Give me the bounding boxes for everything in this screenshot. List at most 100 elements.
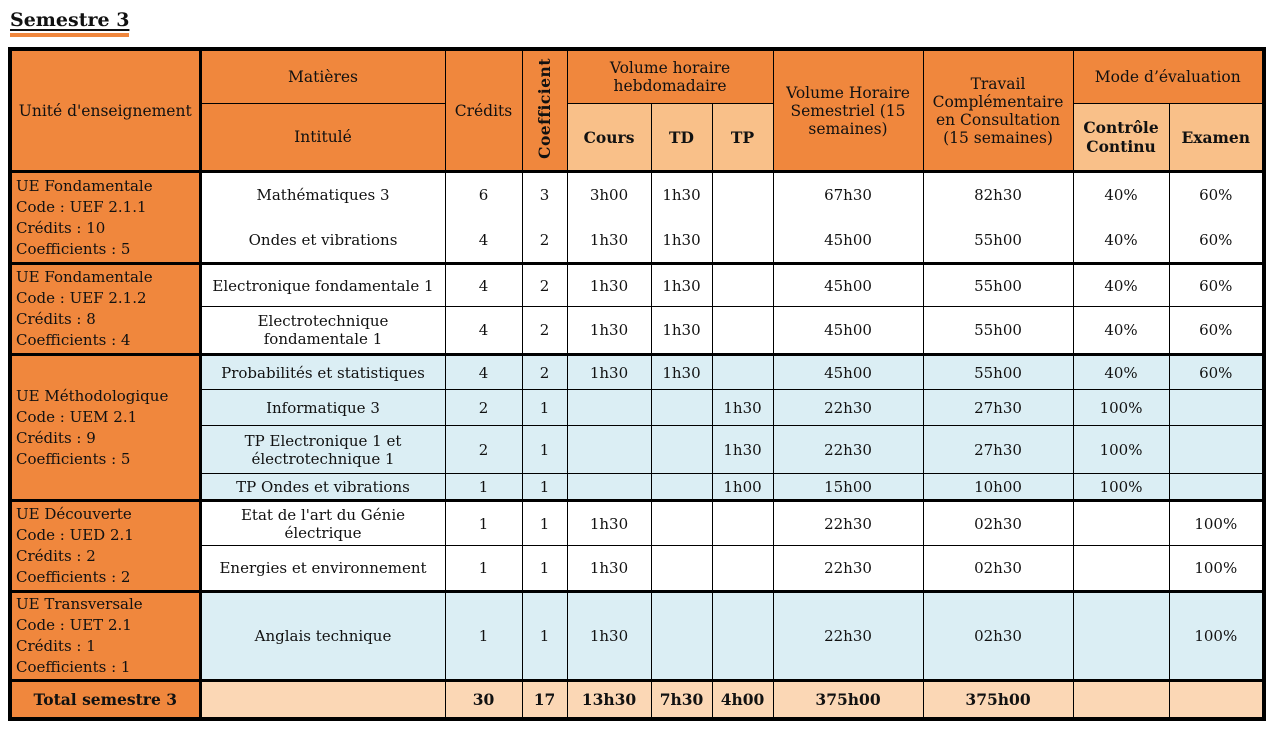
cell-controle-continu: 40% — [1072, 306, 1170, 356]
cell-vhs: 22h30 — [772, 499, 924, 547]
unit-cell: UE Découverte Code : UED 2.1 Crédits : 2… — [9, 499, 202, 593]
cell-tc: 27h30 — [922, 389, 1074, 427]
total-label: Total semestre 3 — [9, 679, 202, 720]
header-tp: TP — [711, 103, 774, 173]
cell-td: 1h30 — [650, 353, 713, 391]
cell-vhs: 22h30 — [772, 425, 924, 475]
table-row: Informatique 3 2 1 1h30 22h30 27h30 100% — [10, 389, 1265, 427]
header-unite: Unité d'enseignement — [9, 48, 202, 173]
cell-examen: 60% — [1168, 216, 1265, 265]
cell-coefficient: 1 — [521, 545, 568, 593]
table-row: UE Découverte Code : UED 2.1 Crédits : 2… — [9, 499, 1265, 593]
unit-line: Crédits : 1 — [16, 637, 96, 656]
cell-controle-continu — [1072, 499, 1170, 547]
cell-examen: 60% — [1168, 306, 1265, 356]
subject-name: TP Ondes et vibrations — [199, 473, 446, 502]
cell-cours — [566, 425, 652, 475]
total-row: Total semestre 3 30 17 13h30 7h30 4h00 3… — [9, 679, 1265, 720]
cell-controle-continu — [1072, 590, 1170, 682]
table-row: UE Fondamentale Code : UEF 2.1.1 Crédits… — [9, 170, 1265, 265]
cell-tp: 1h00 — [711, 473, 774, 502]
cell-coefficient: 1 — [521, 425, 568, 475]
cell-td: 1h30 — [650, 262, 713, 308]
unit-line: Crédits : 9 — [16, 428, 96, 447]
unit-line: UE Transversale — [16, 595, 143, 614]
cell-tc: 55h00 — [922, 353, 1074, 391]
cell-td: 1h30 — [650, 170, 713, 218]
cell-cours: 1h30 — [566, 216, 652, 265]
cell-tp — [711, 306, 774, 356]
unit-line: Coefficients : 2 — [16, 568, 131, 587]
cell-td — [650, 473, 713, 502]
cell-coefficient: 1 — [521, 499, 568, 547]
cell-td — [650, 389, 713, 427]
cell-controle-continu: 40% — [1072, 170, 1170, 218]
header-examen: Examen — [1168, 103, 1265, 173]
subject-name: TP Electronique 1 et électrotechnique 1 — [199, 425, 446, 475]
cell-controle-continu — [1072, 545, 1170, 593]
total-td: 7h30 — [650, 679, 713, 720]
cell-tp: 1h30 — [711, 389, 774, 427]
total-controle-continu — [1072, 679, 1170, 720]
header-coefficient-label: Coefficient — [535, 58, 554, 160]
cell-td — [650, 499, 713, 547]
cell-credits: 6 — [444, 170, 523, 218]
table-row: TP Electronique 1 et électrotechnique 1 … — [10, 425, 1265, 475]
cell-cours: 3h00 — [566, 170, 652, 218]
total-credits: 30 — [444, 679, 523, 720]
cell-cours — [566, 473, 652, 502]
cell-tp — [711, 590, 774, 682]
cell-tp — [711, 262, 774, 308]
table-row: Ondes et vibrations 4 2 1h30 1h30 45h00 … — [10, 216, 1265, 265]
cell-tc: 02h30 — [922, 499, 1074, 547]
subject-name: Mathématiques 3 — [199, 170, 446, 218]
header-volume-semestriel: Volume Horaire Semestriel (15 semaines) — [772, 48, 924, 173]
subject-name: Ondes et vibrations — [199, 216, 446, 265]
cell-vhs: 45h00 — [772, 262, 924, 308]
total-cours: 13h30 — [566, 679, 652, 720]
subject-name: Informatique 3 — [199, 389, 446, 427]
page-title: Semestre 3 — [10, 10, 130, 37]
table-row: UE Fondamentale Code : UEF 2.1.2 Crédits… — [9, 262, 1265, 356]
subject-name: Electrotechnique fondamentale 1 — [199, 306, 446, 356]
cell-tc: 82h30 — [922, 170, 1074, 218]
cell-coefficient: 3 — [521, 170, 568, 218]
cell-cours — [566, 389, 652, 427]
cell-controle-continu: 100% — [1072, 425, 1170, 475]
unit-line: Coefficients : 5 — [16, 449, 131, 468]
unit-cell: UE Fondamentale Code : UEF 2.1.1 Crédits… — [9, 170, 202, 265]
semester-table: Unité d'enseignement Matières Crédits Co… — [8, 46, 1267, 721]
cell-td: 1h30 — [650, 306, 713, 356]
header-travail-complementaire: Travail Complémentaire en Consultation (… — [922, 48, 1074, 173]
cell-td: 1h30 — [650, 216, 713, 265]
subject-name: Etat de l'art du Génie électrique — [199, 499, 446, 547]
cell-cours: 1h30 — [566, 590, 652, 682]
table-row: TP Ondes et vibrations 1 1 1h00 15h00 10… — [10, 473, 1265, 502]
cell-controle-continu: 40% — [1072, 216, 1170, 265]
cell-vhs: 45h00 — [772, 353, 924, 391]
cell-credits: 4 — [444, 262, 523, 308]
cell-examen — [1168, 425, 1265, 475]
unit-line: Coefficients : 1 — [16, 658, 131, 677]
cell-cours: 1h30 — [566, 545, 652, 593]
cell-examen: 60% — [1168, 353, 1265, 391]
cell-vhs: 22h30 — [772, 545, 924, 593]
cell-vhs: 67h30 — [772, 170, 924, 218]
table-row: Energies et environnement 1 1 1h30 22h30… — [10, 545, 1265, 593]
cell-examen: 100% — [1168, 590, 1265, 682]
header-intitule: Intitulé — [199, 103, 446, 173]
cell-cours: 1h30 — [566, 499, 652, 547]
cell-cours: 1h30 — [566, 306, 652, 356]
cell-credits: 4 — [444, 353, 523, 391]
header-cours: Cours — [566, 103, 652, 173]
cell-examen — [1168, 389, 1265, 427]
cell-examen: 100% — [1168, 545, 1265, 593]
cell-vhs: 22h30 — [772, 389, 924, 427]
header-credits: Crédits — [444, 48, 523, 173]
total-tc: 375h00 — [922, 679, 1074, 720]
cell-coefficient: 1 — [521, 590, 568, 682]
cell-controle-continu: 40% — [1072, 353, 1170, 391]
cell-credits: 4 — [444, 306, 523, 356]
cell-tc: 02h30 — [922, 545, 1074, 593]
unit-cell: UE Transversale Code : UET 2.1 Crédits :… — [9, 590, 202, 682]
